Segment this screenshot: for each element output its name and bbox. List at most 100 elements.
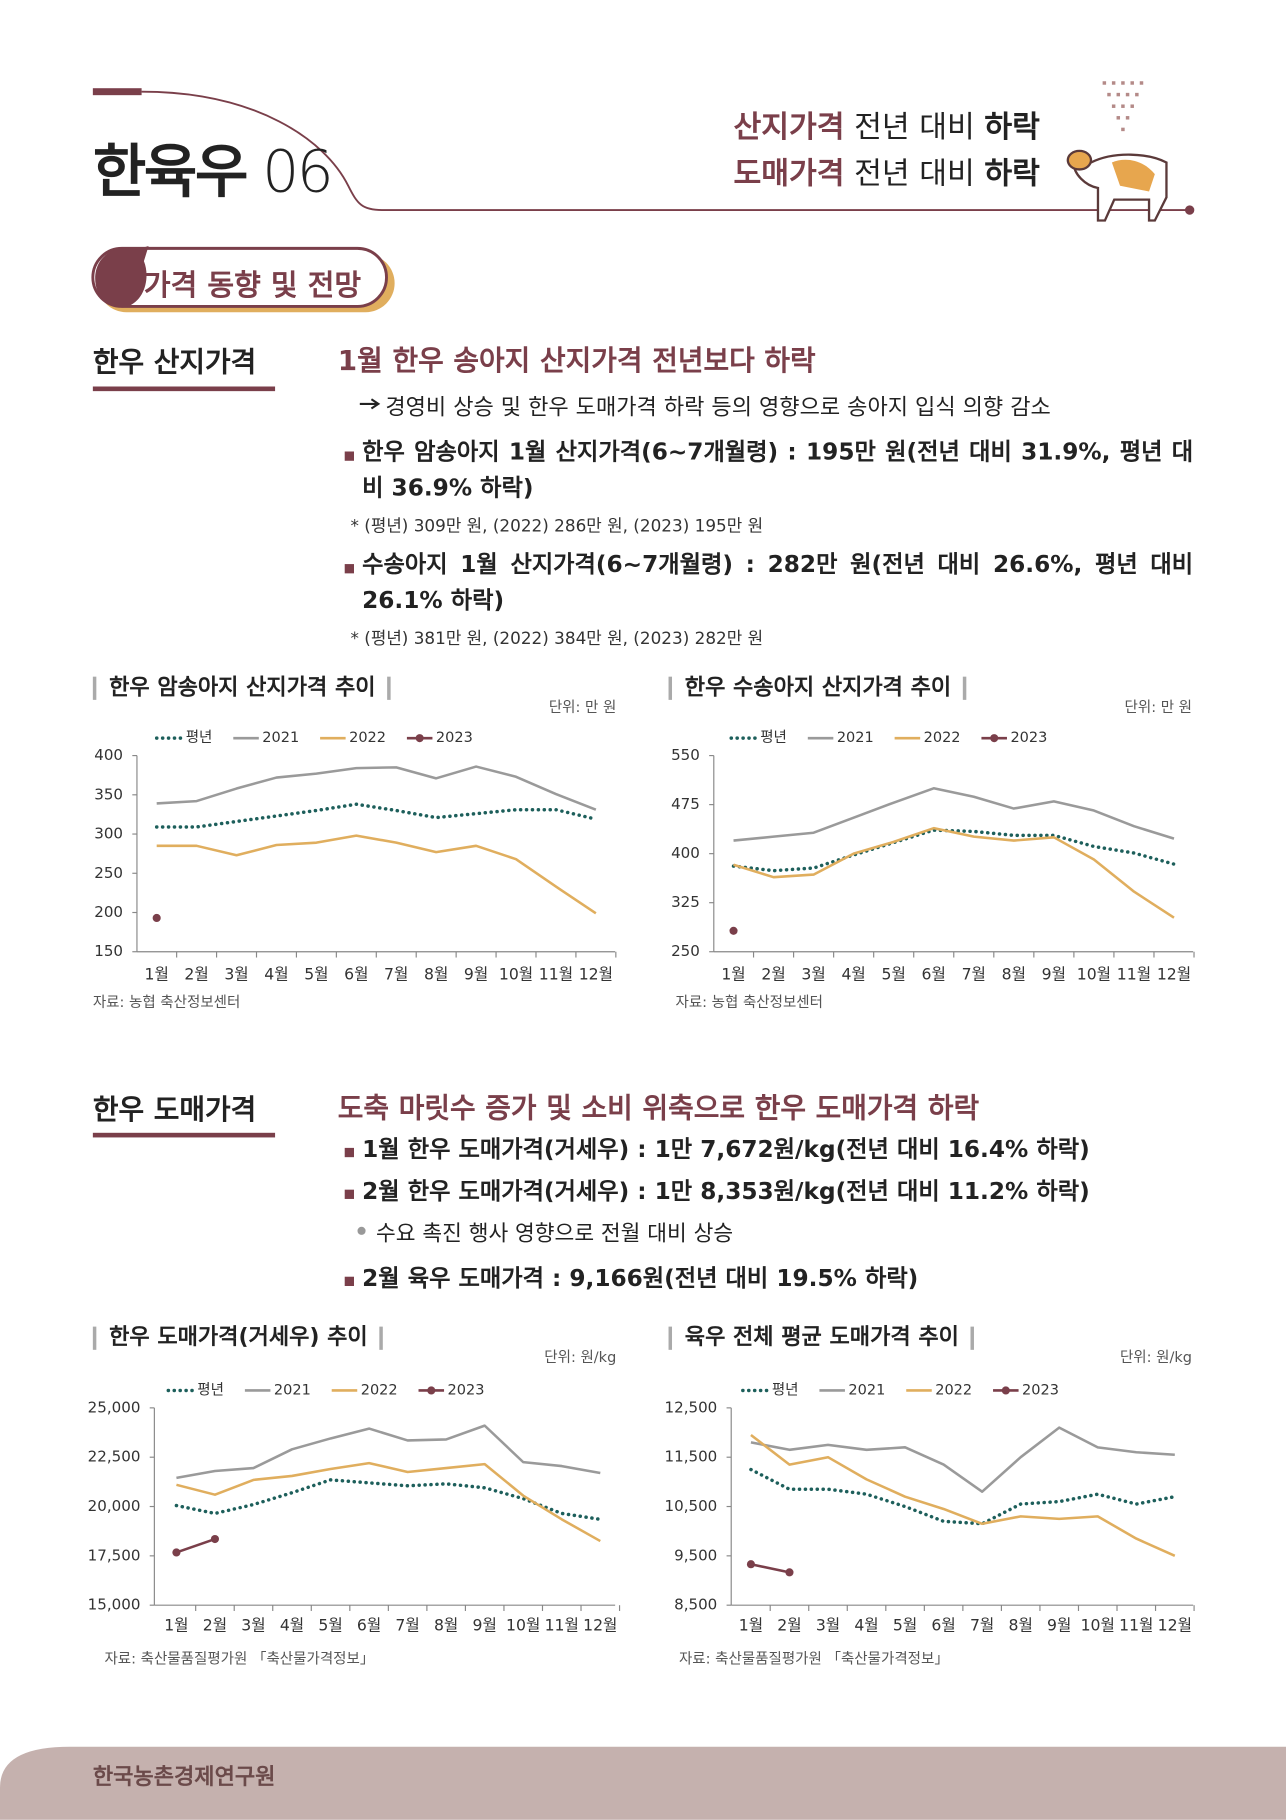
legend-label: 평년 [197, 1381, 224, 1398]
x-tick-label: 6월 [922, 964, 946, 983]
unit-label: 단위: 원/kg [544, 1349, 616, 1366]
x-tick-label: 8월 [434, 1616, 458, 1635]
legend-label: 2023 [436, 730, 473, 746]
header-line [141, 90, 1187, 212]
summary: 산지가격 전년 대비 하락 도매가격 전년 대비 하락 [734, 104, 1040, 197]
bullet: 1월 한우 도매가격(거세우) : 1만 7,672원/kg(전년 대비 16.… [362, 1135, 1090, 1163]
headline: 도축 마릿수 증가 및 소비 위축으로 한우 도매가격 하락 [337, 1092, 980, 1125]
x-tick-label: 2월 [761, 964, 785, 983]
legend-label: 2023 [1010, 730, 1047, 746]
section-tag: 가격 동향 및 전망 [143, 268, 362, 302]
x-tick-label: 7월 [395, 1616, 419, 1635]
title-bar [668, 1326, 673, 1350]
page-title: 한육우 06 [93, 125, 334, 209]
x-tick-label: 10월 [499, 964, 533, 983]
x-tick-label: 8월 [1008, 1616, 1032, 1635]
y-tick-label: 200 [94, 903, 123, 921]
bullet: 2월 육우 도매가격 : 9,166원(전년 대비 19.5% 하락) [362, 1263, 919, 1292]
series-line [731, 828, 1176, 873]
y-tick-label: 350 [94, 785, 123, 803]
y-tick-label: 400 [94, 746, 123, 764]
data-point [729, 926, 738, 935]
y-tick-label: 10,500 [665, 1497, 718, 1515]
section-underline [92, 386, 276, 392]
footer: 한국농촌경제연구원 [92, 1764, 276, 1790]
series-line [749, 1467, 1177, 1526]
x-tick-label: 4월 [854, 1616, 878, 1635]
section-label: 한우 도매가격 [92, 1093, 257, 1126]
data-point [172, 1548, 181, 1557]
sub-bullet-mark [357, 1226, 366, 1235]
bullet: 2월 한우 도매가격(거세우) : 1만 8,353원/kg(전년 대비 11.… [362, 1176, 1090, 1205]
y-tick-label: 11,500 [665, 1448, 718, 1466]
header-bar [92, 88, 142, 96]
x-tick-label: 9월 [1042, 964, 1066, 983]
data-point [746, 1560, 756, 1569]
legend-marker [415, 734, 424, 743]
legend-marker [1001, 1386, 1010, 1395]
chart-title: 한우 수송아지 산지가격 추이 [685, 675, 951, 700]
summary-result: 하락 [984, 156, 1040, 192]
unit-label: 단위: 원/kg [1120, 1349, 1192, 1366]
x-tick-label: 11월 [1119, 1616, 1153, 1635]
source: 자료: 농협 축산정보센터 [93, 994, 241, 1011]
series-line [175, 1537, 216, 1554]
data-point [785, 1568, 794, 1577]
y-tick-label: 475 [671, 795, 700, 813]
x-tick-label: 7월 [384, 964, 408, 983]
series-line [176, 1461, 601, 1543]
x-tick-label: 1월 [164, 1616, 188, 1635]
x-tick-label: 5월 [893, 1616, 917, 1635]
y-tick-label: 17,500 [88, 1546, 141, 1564]
x-tick-label: 3월 [801, 964, 825, 983]
x-tick-label: 10월 [1081, 1616, 1115, 1635]
summary-result: 하락 [984, 110, 1040, 146]
x-tick-label: 12월 [1158, 1616, 1192, 1635]
x-tick-label: 1월 [739, 1616, 763, 1635]
sub-bullet: 수요 촉진 행사 영향으로 전월 대비 상승 [376, 1222, 734, 1247]
series-line [750, 1433, 1176, 1558]
x-tick-label: 10월 [1077, 964, 1111, 983]
bullet-mark [344, 1189, 354, 1199]
source: 자료: 농협 축산정보센터 [675, 994, 823, 1011]
y-tick-label: 250 [94, 864, 123, 882]
x-tick-label: 9월 [1047, 1616, 1071, 1635]
summary-line: 산지가격 전년 대비 하락 [734, 104, 1040, 150]
section-underline [92, 1132, 276, 1138]
y-tick-label: 25,000 [88, 1398, 141, 1416]
legend-label: 2021 [274, 1382, 311, 1398]
x-tick-label: 5월 [318, 1616, 342, 1635]
legend-label: 2023 [448, 1382, 485, 1398]
bullet-mark [344, 1147, 354, 1158]
summary-phrase: 전년 대비 [854, 156, 975, 192]
chart-title: 육우 전체 평균 도매가격 추이 [685, 1325, 959, 1350]
chart-title: 한우 암송아지 산지가격 추이 [109, 675, 375, 700]
x-tick-label: 1월 [721, 964, 745, 983]
tag-icon [95, 246, 149, 308]
title-bar [92, 676, 97, 700]
summary-subject: 도매가격 [733, 156, 845, 192]
legend-marker [427, 1386, 436, 1395]
legend-marker [990, 734, 999, 743]
x-tick-label: 11월 [545, 1616, 579, 1635]
legend-label: 2022 [349, 730, 386, 746]
lead: 경영비 상승 및 한우 도매가격 하락 등의 영향으로 송아지 입식 의향 감소 [385, 394, 1051, 421]
x-tick-label: 3월 [224, 964, 248, 983]
legend-label: 평년 [772, 1381, 799, 1398]
y-tick-label: 9,500 [674, 1546, 717, 1564]
x-tick-label: 10월 [506, 1616, 540, 1635]
unit-label: 단위: 만 원 [1125, 699, 1192, 716]
unit-label: 단위: 만 원 [549, 699, 616, 716]
legend-label: 2022 [935, 1382, 972, 1398]
title-bar [668, 676, 673, 700]
x-tick-label: 6월 [357, 1616, 381, 1635]
bullet: 수송아지 1월 산지가격(6~7개월령) : 282만 원(전년 대비 26.6… [362, 550, 1194, 614]
legend-label: 2022 [924, 730, 961, 746]
legend-label: 2021 [837, 730, 874, 746]
tag-pill [91, 246, 388, 308]
series-line [733, 786, 1175, 842]
note: * (평년) 309만 원, (2022) 286만 원, (2023) 195… [350, 517, 764, 537]
